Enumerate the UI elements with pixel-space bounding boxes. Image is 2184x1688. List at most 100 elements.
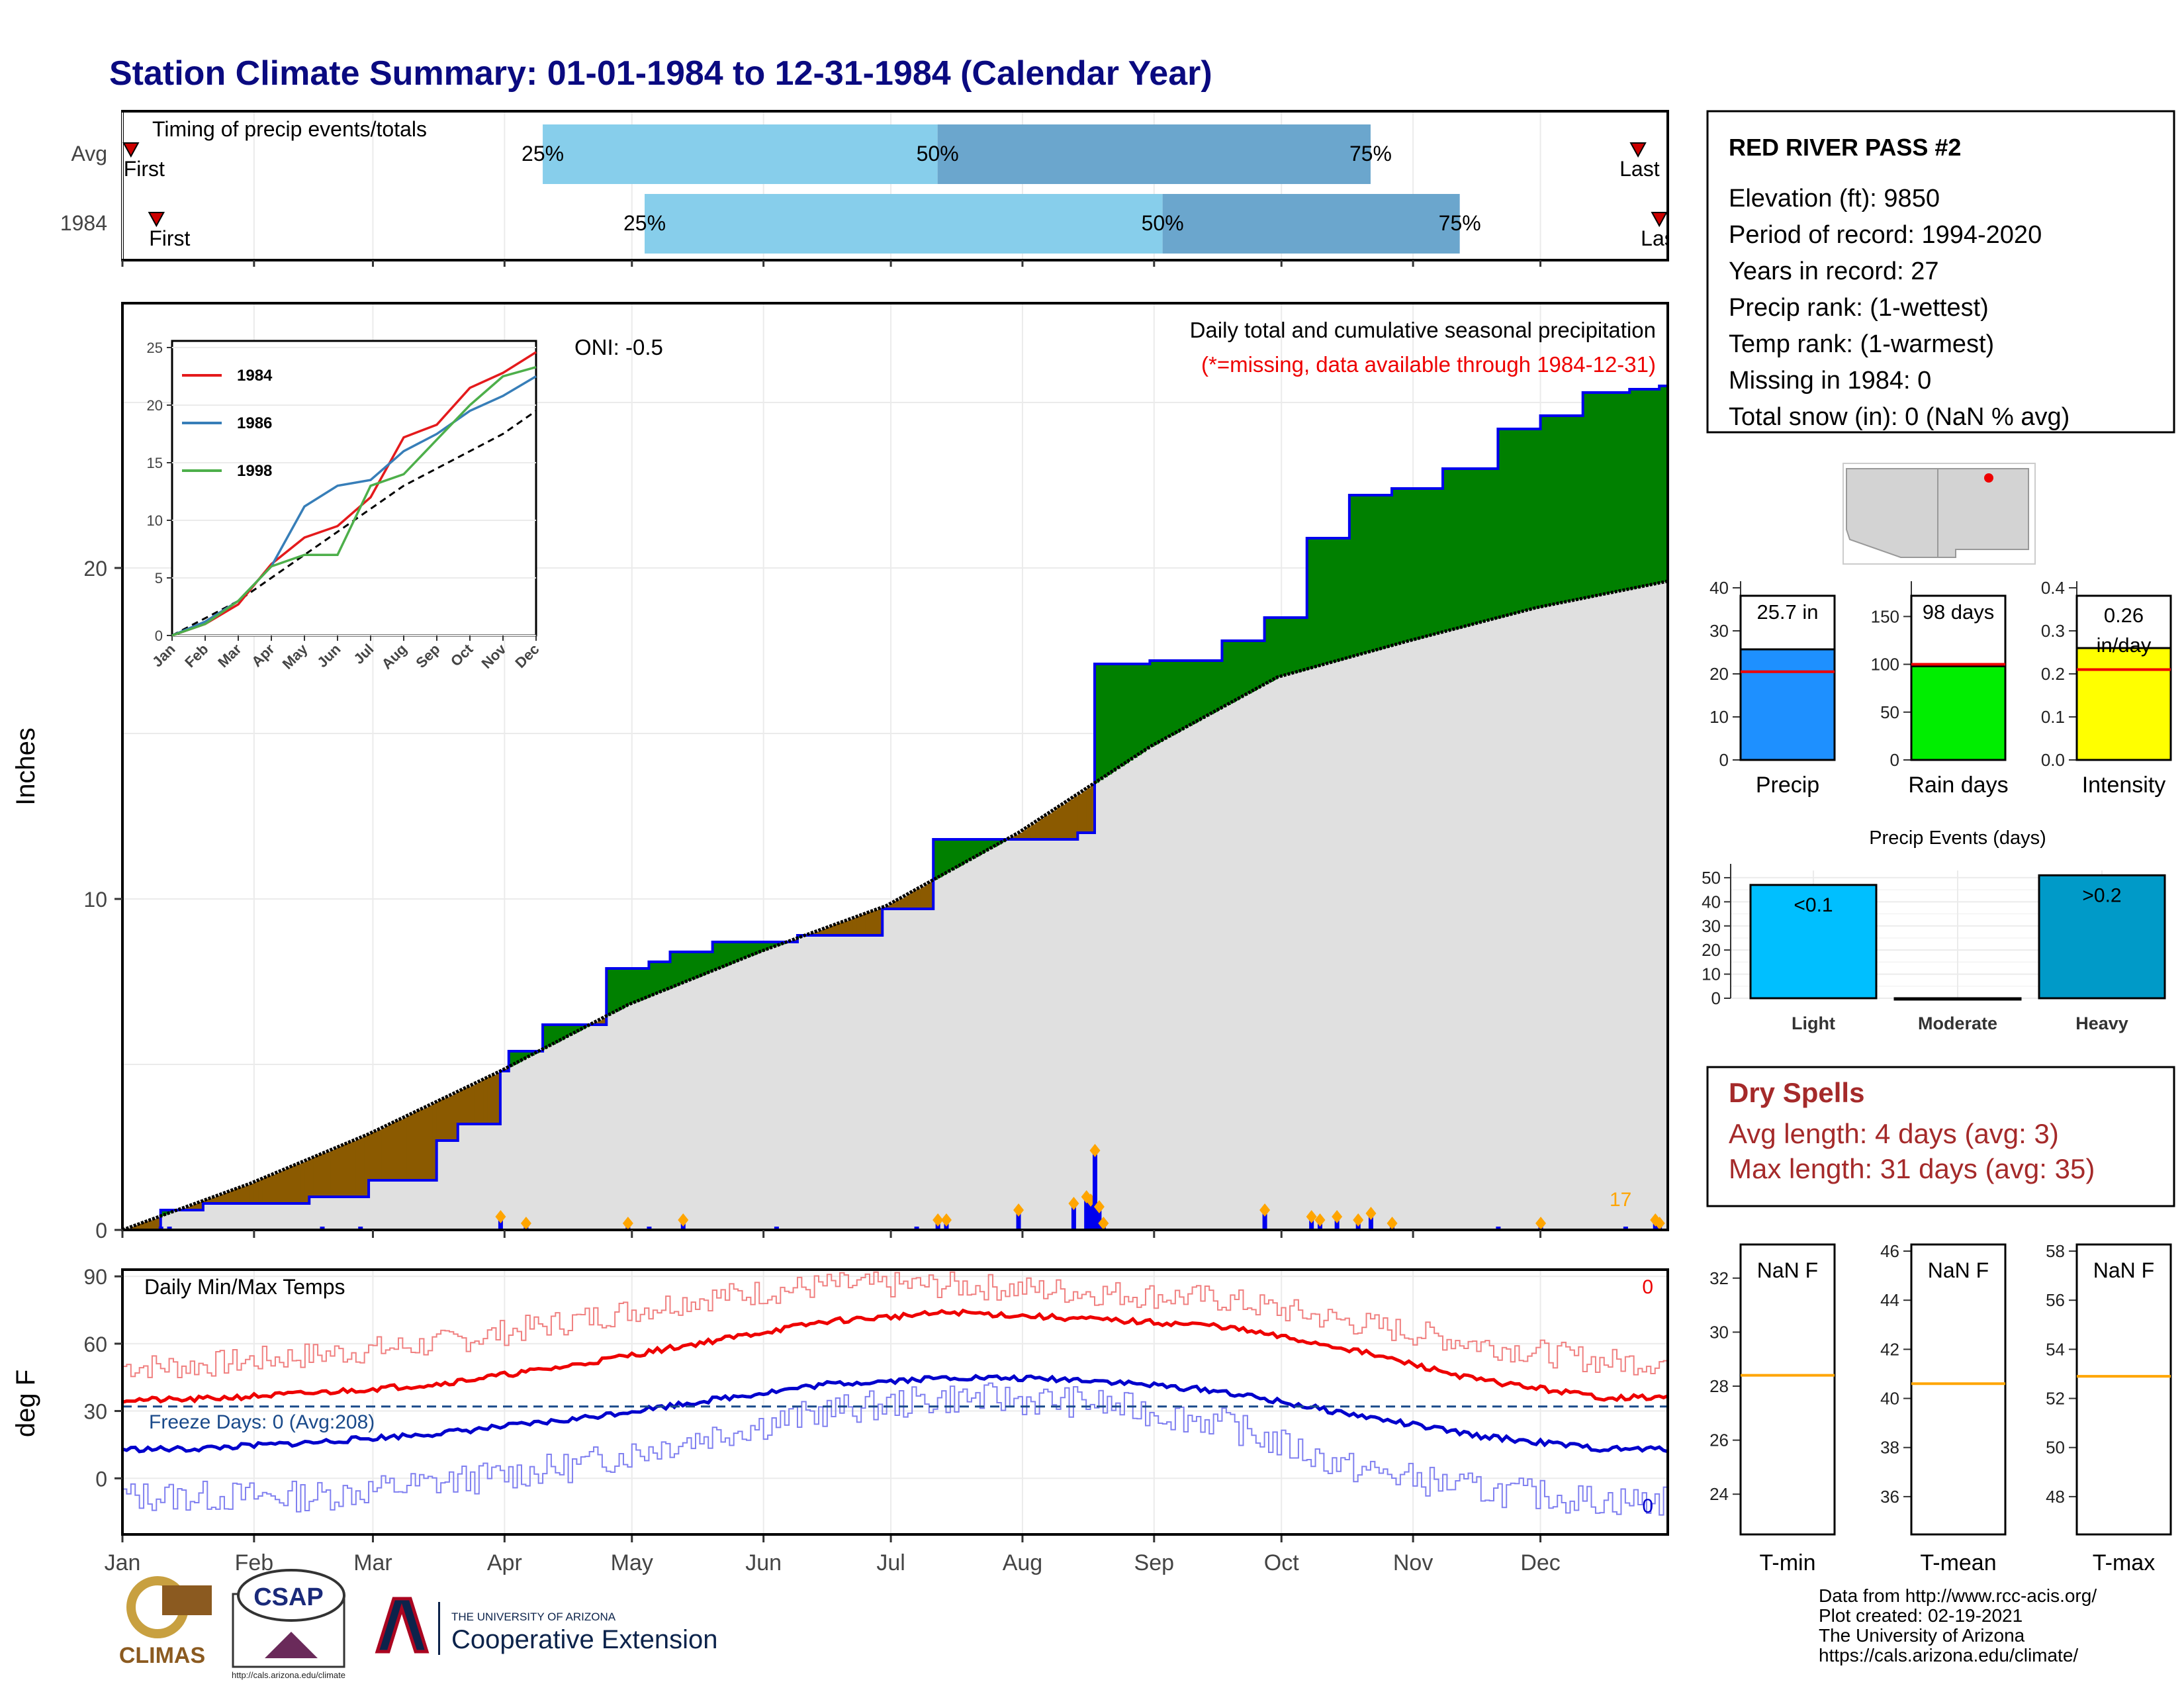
below-avg-segment [886, 906, 891, 909]
temp-panel-tick-label: 32 [1709, 1268, 1729, 1288]
station-info-box: RED RIVER PASS #2 Elevation (ft): 9850 Pe… [1706, 110, 2175, 434]
above-avg-segment [1629, 389, 1635, 589]
above-avg-segment [738, 942, 743, 961]
below-avg-segment [466, 1087, 471, 1124]
above-avg-segment [933, 839, 938, 880]
csap-logo-mountain [265, 1632, 318, 1658]
above-avg-segment [746, 942, 751, 957]
above-avg-segment [700, 952, 705, 976]
above-avg-segment [1443, 469, 1448, 632]
below-avg-segment [220, 1194, 225, 1203]
below-avg-segment [224, 1193, 229, 1203]
above-avg-segment [1370, 495, 1375, 651]
above-avg-segment [1417, 489, 1422, 639]
above-avg-segment [1103, 664, 1108, 778]
below-avg-segment [318, 1155, 323, 1197]
temp-min-count: 0 [1642, 1495, 1653, 1517]
ua-logo-line1: THE UNIVERSITY OF ARIZONA [451, 1611, 616, 1623]
above-avg-segment [759, 942, 764, 952]
mini-tick-label: 10 [1709, 707, 1729, 727]
below-avg-segment [279, 1171, 285, 1203]
above-avg-segment [645, 968, 650, 998]
above-avg-segment [1655, 389, 1660, 584]
below-avg-segment [415, 1111, 420, 1180]
above-avg-segment [763, 942, 768, 951]
above-avg-segment [1578, 416, 1584, 600]
above-avg-segment [1519, 429, 1524, 612]
above-avg-segment [606, 968, 612, 1016]
daily-precip-bar [158, 1227, 163, 1230]
above-avg-segment [1001, 839, 1006, 843]
above-avg-segment [525, 1051, 531, 1058]
events-bar-moderate [1893, 997, 2022, 1001]
above-avg-segment [615, 968, 620, 1011]
above-avg-segment [1642, 389, 1647, 586]
above-avg-segment [1175, 661, 1180, 733]
above-avg-segment [1493, 469, 1499, 619]
above-avg-segment [1544, 416, 1549, 606]
below-avg-segment [351, 1141, 357, 1197]
avg-min-line [122, 1374, 1668, 1454]
station-line-3: Precip rank: (1-wettest) [1729, 294, 1989, 322]
below-avg-segment [1090, 785, 1095, 833]
temp-panel-tick-label: 24 [1709, 1484, 1729, 1504]
above-avg-segment [1251, 641, 1257, 691]
temp-panel-tick-label: 40 [1880, 1389, 1899, 1409]
daily-precip-marker [678, 1213, 689, 1227]
timing-title: Timing of precip events/totals [152, 117, 427, 141]
above-avg-segment [670, 952, 675, 988]
below-avg-segment [1018, 833, 1023, 839]
above-avg-segment [1527, 429, 1533, 610]
above-avg-segment [1523, 429, 1528, 611]
below-avg-segment [195, 1203, 200, 1210]
above-avg-segment [1260, 641, 1265, 686]
below-avg-segment [844, 921, 849, 935]
below-avg-segment [360, 1137, 365, 1197]
below-avg-segment [492, 1075, 497, 1124]
above-avg-segment [631, 968, 637, 1004]
above-avg-segment [1515, 429, 1520, 614]
above-avg-segment [1345, 538, 1350, 659]
observed-cumulative-line [122, 379, 1669, 1231]
above-avg-segment [1600, 393, 1605, 595]
events-y-label: 10 [1702, 964, 1721, 984]
mini-value-label: 98 days [1923, 600, 1995, 624]
below-avg-segment [411, 1113, 416, 1180]
above-avg-segment [666, 962, 671, 990]
mini-bar-precip [1739, 648, 1836, 761]
below-avg-segment [148, 1221, 153, 1230]
above-avg-segment [1243, 641, 1248, 696]
above-avg-segment [1247, 641, 1252, 694]
mini-tick-label: 0.2 [2041, 664, 2065, 684]
daily-precip-marker [933, 1213, 944, 1227]
below-avg-segment [471, 1085, 476, 1124]
below-avg-segment [262, 1178, 267, 1203]
above-avg-segment [543, 1025, 548, 1049]
above-avg-segment [725, 942, 730, 966]
daily-precip-marker [1365, 1207, 1377, 1220]
above-avg-segment [1591, 393, 1596, 597]
mini-tick-label: 0 [1719, 750, 1729, 770]
inset-series-1984 [171, 351, 537, 637]
daily-precip-bar [167, 1227, 172, 1230]
above-avg-segment [649, 962, 654, 997]
above-avg-segment [580, 1025, 586, 1029]
daily-precip-bar [1071, 1203, 1076, 1230]
below-avg-segment [432, 1103, 437, 1180]
temp-panel-value: NaN F [1757, 1258, 1818, 1282]
csap-logo-text: CSAP [253, 1583, 324, 1611]
temp-panel-tick-label: 38 [1880, 1438, 1899, 1458]
temp-panel-tick-label: 30 [1709, 1322, 1729, 1342]
above-avg-segment [1094, 664, 1100, 783]
above-avg-segment [1285, 618, 1291, 675]
timing-last-marker [1629, 142, 1647, 158]
above-avg-segment [1162, 661, 1167, 740]
below-avg-segment [907, 894, 913, 909]
above-avg-segment [521, 1051, 527, 1060]
oni-label: ONI: -0.5 [574, 335, 663, 359]
below-avg-segment [216, 1196, 221, 1203]
above-avg-segment [674, 952, 679, 986]
daily-precip-marker [1332, 1210, 1343, 1223]
climas-logo: CLIMAS [119, 1576, 212, 1668]
above-avg-segment [1306, 538, 1312, 669]
